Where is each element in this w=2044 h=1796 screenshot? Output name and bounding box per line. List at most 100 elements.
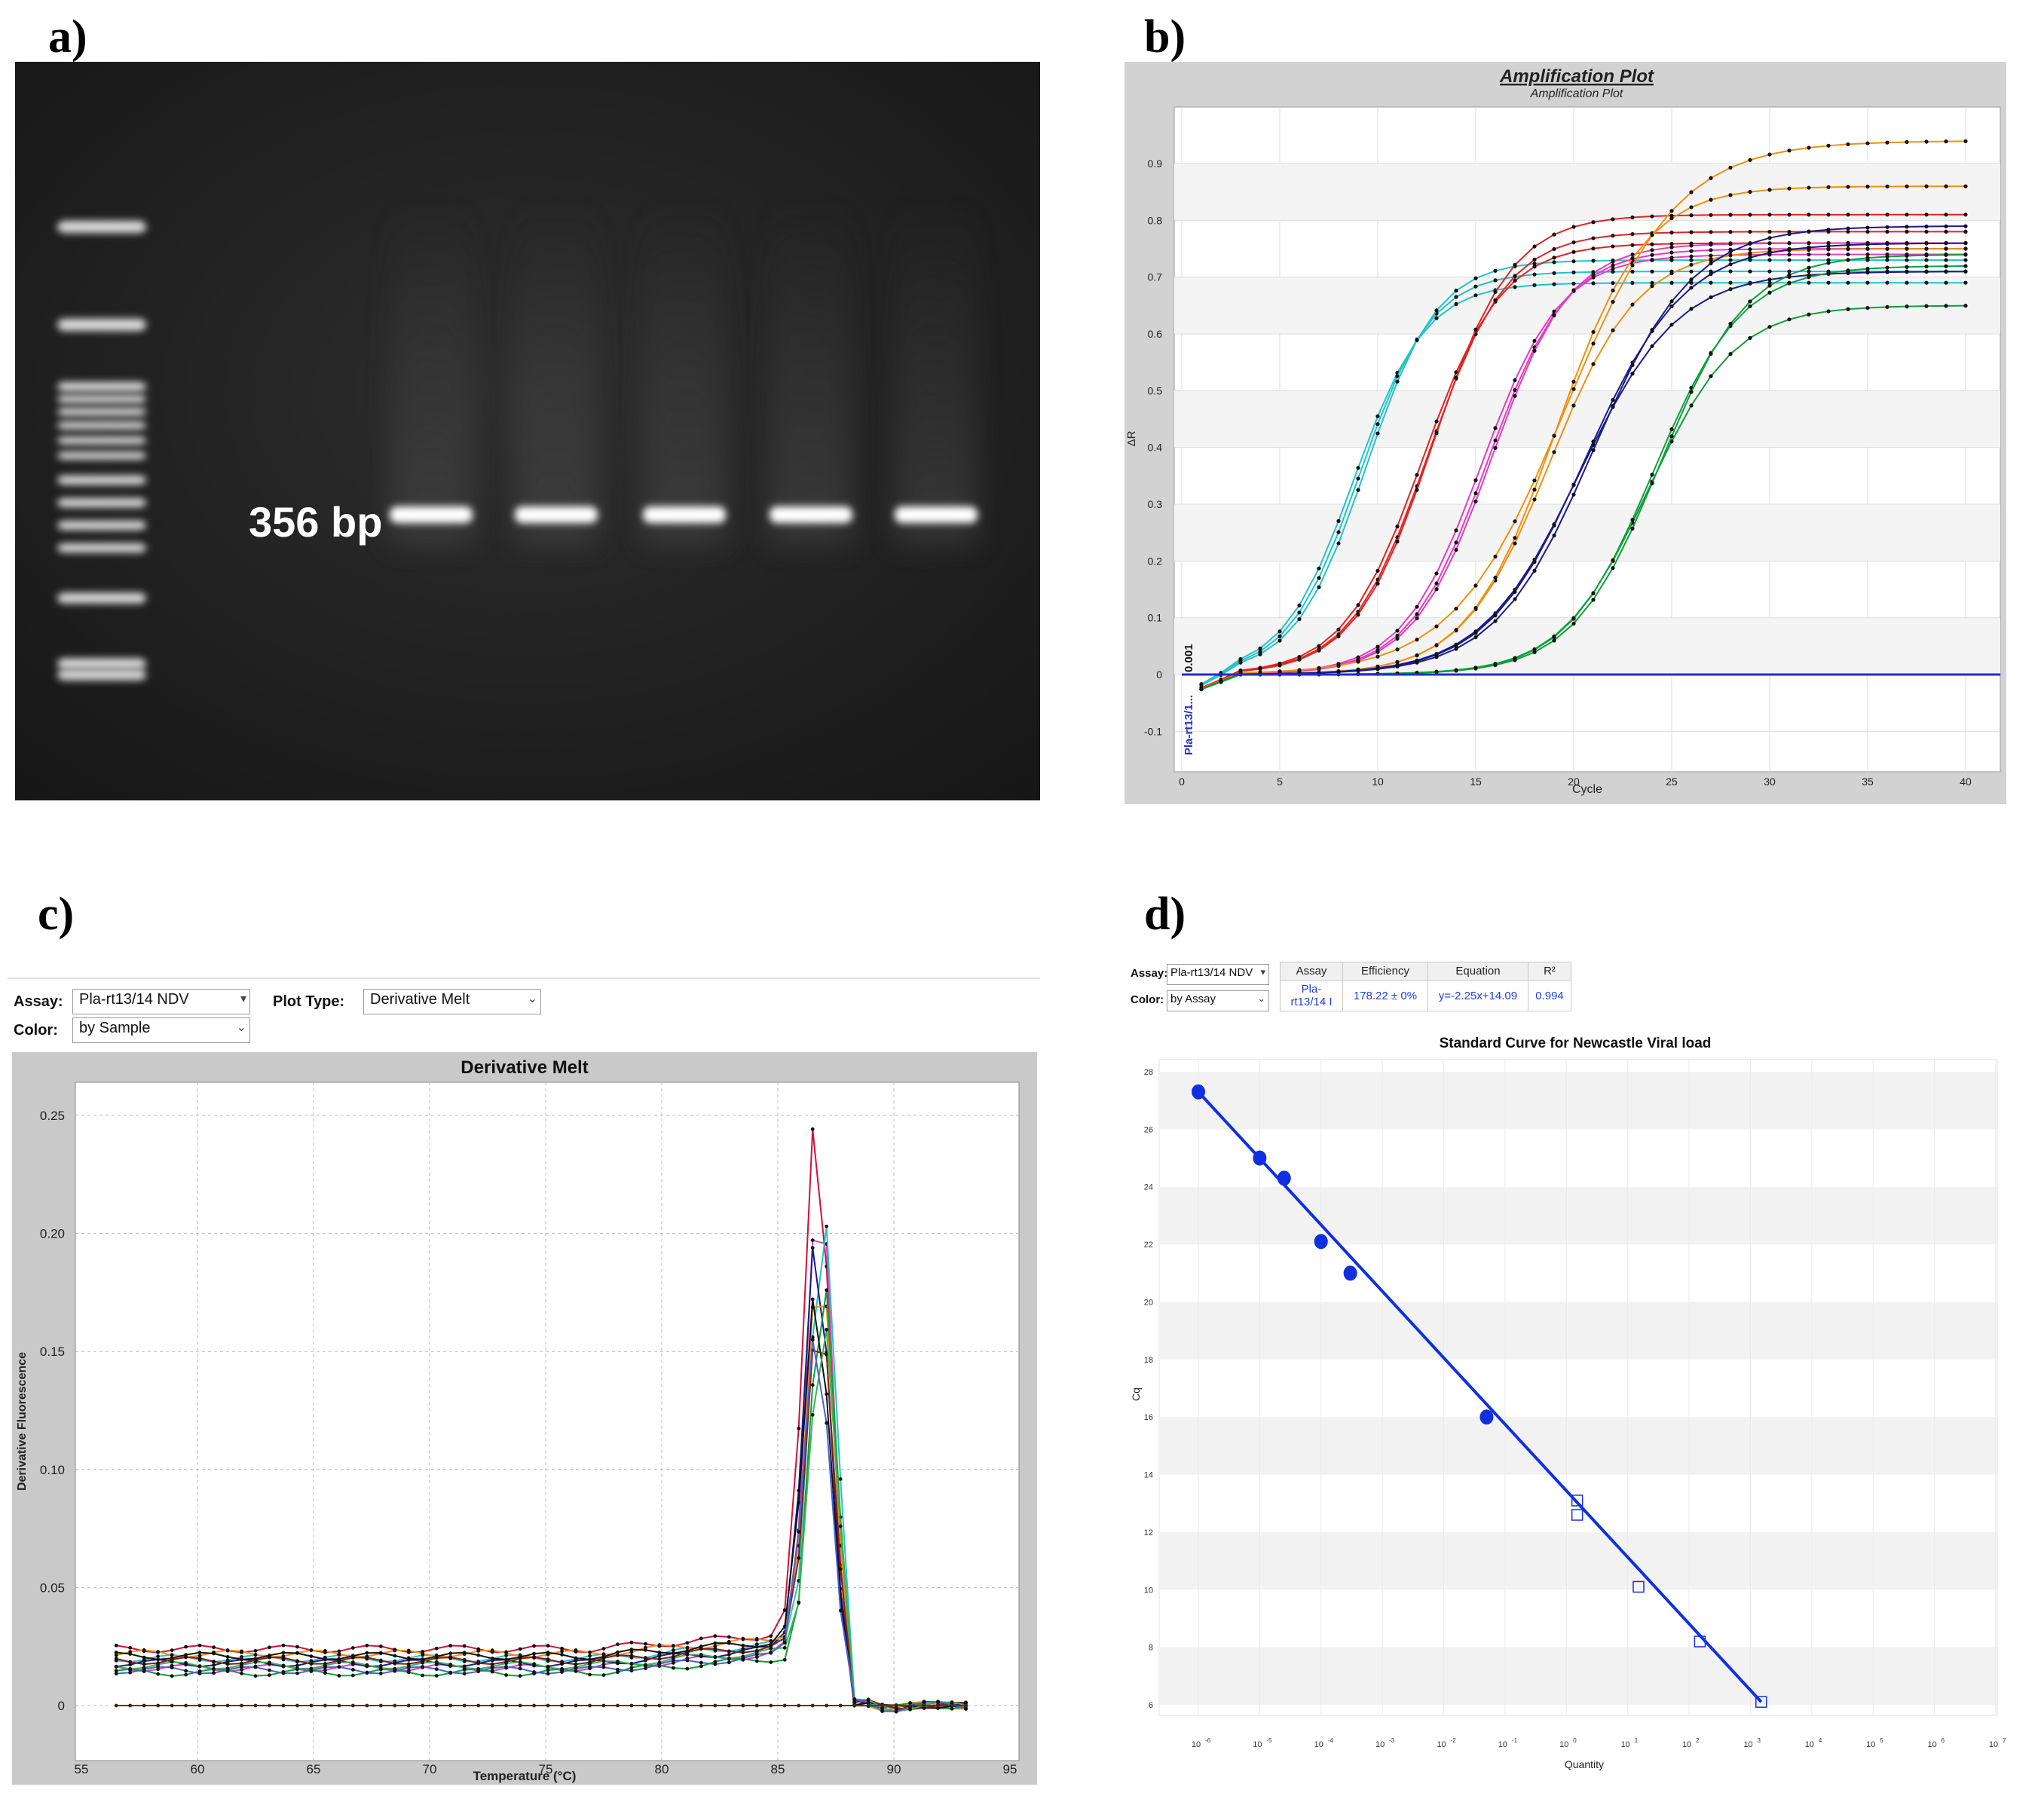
melt-point (212, 1703, 216, 1708)
amp-point (1454, 606, 1458, 611)
melt-color-dropdown[interactable]: by Sample ⌄ (72, 1017, 250, 1043)
amp-point (1336, 530, 1341, 534)
amp-point (1493, 298, 1498, 302)
y-tick-label: 0 (58, 1699, 65, 1713)
amp-point (1473, 276, 1478, 280)
melt-series-line (116, 1290, 966, 1710)
melt-point (323, 1657, 327, 1661)
melt-point (240, 1665, 243, 1669)
amp-point (1787, 281, 1792, 286)
amp-series-line (1201, 259, 1966, 687)
melt-point (365, 1655, 369, 1660)
amp-point (1885, 242, 1889, 246)
std-color-dropdown[interactable]: by Assay ⌄ (1167, 990, 1269, 1011)
amp-point (1728, 165, 1733, 170)
amp-point (1611, 404, 1615, 408)
amp-point (1650, 284, 1654, 289)
gel-ladder (57, 221, 146, 681)
melt-point (365, 1651, 369, 1655)
y-tick-label: 0.3 (1148, 498, 1163, 510)
melt-point (212, 1651, 216, 1656)
standard-point (1277, 1170, 1291, 1186)
std-x-label: Quantity (1565, 1758, 1604, 1770)
melt-point (532, 1703, 536, 1708)
amp-point (1630, 263, 1635, 268)
amp-point (1650, 242, 1654, 246)
amp-point (1885, 225, 1889, 229)
melt-point (727, 1641, 731, 1645)
amp-series-line (1201, 213, 1966, 689)
amp-point (1748, 241, 1752, 246)
amp-point (1611, 234, 1615, 238)
std-assay-dropdown[interactable]: Pla-rt13/14 NDV ▾ (1167, 964, 1269, 985)
melt-point (378, 1666, 383, 1670)
amp-point (1963, 264, 1968, 268)
melt-point (852, 1697, 857, 1702)
sample-band (515, 506, 598, 523)
melt-point (128, 1703, 133, 1708)
amp-point (1689, 269, 1694, 274)
amp-point (1963, 269, 1968, 274)
amp-point (1650, 328, 1654, 332)
x-tick-base: 10 (1498, 1740, 1507, 1749)
melt-point (601, 1673, 606, 1678)
amp-point (1846, 226, 1850, 231)
amp-point (1395, 374, 1400, 378)
amp-point (1493, 662, 1498, 668)
melt-point (810, 1238, 815, 1243)
amp-point (1513, 274, 1517, 278)
std-assay-value: Pla-rt13/14 NDV (1170, 966, 1253, 979)
amp-point (1846, 142, 1850, 147)
melt-point (212, 1666, 216, 1671)
x-tick-label: 95 (1003, 1762, 1017, 1776)
melt-point (616, 1660, 620, 1663)
amp-point (1434, 316, 1439, 320)
table-cell: Pla-rt13/14 I (1280, 980, 1343, 1011)
amp-point (1709, 280, 1713, 285)
melt-point (713, 1662, 718, 1666)
melt-point (699, 1703, 703, 1708)
amp-point (1630, 302, 1635, 307)
melt-point (657, 1651, 662, 1654)
melt-controls-divider (8, 978, 1040, 979)
amp-point (1807, 185, 1811, 190)
amp-point (1826, 261, 1831, 265)
melt-point (490, 1703, 494, 1708)
amp-point (1356, 476, 1360, 481)
amp-point (1807, 275, 1811, 280)
amp-point (1493, 278, 1498, 283)
amp-point (1297, 657, 1302, 662)
grid-band (1174, 277, 2000, 334)
amp-point (1571, 379, 1576, 384)
melt-point (727, 1649, 731, 1654)
amp-point (1689, 280, 1694, 285)
amp-point (1669, 250, 1674, 255)
melt-point (518, 1660, 522, 1664)
amp-point (1885, 184, 1889, 189)
amp-point (1552, 260, 1556, 265)
amp-point (1395, 629, 1400, 633)
amp-point (1807, 245, 1811, 249)
melt-point (253, 1653, 258, 1657)
table-row[interactable]: Pla-rt13/14 I 178.22 ± 0% y=-2.25x+14.09… (1280, 980, 1571, 1011)
amp-point (1375, 667, 1380, 672)
amp-point (1454, 528, 1458, 533)
amp-point (1473, 635, 1478, 640)
amp-point (1317, 576, 1321, 580)
amp-point (1571, 403, 1576, 408)
melt-plot-type-dropdown[interactable]: Derivative Melt ⌄ (363, 989, 541, 1014)
melt-point (769, 1660, 773, 1664)
melt-assay-dropdown[interactable]: Pla-rt13/14 NDV ▾ (72, 989, 250, 1014)
melt-point (644, 1656, 647, 1660)
amp-point (1728, 242, 1733, 246)
x-tick-exponent: 4 (1819, 1737, 1822, 1744)
lane-smear (895, 197, 978, 544)
amp-subtitle: Amplification Plot (1530, 87, 1623, 100)
ladder-band (57, 498, 146, 507)
amp-point (1630, 256, 1635, 261)
melt-point (685, 1666, 690, 1671)
melt-point (434, 1703, 439, 1708)
amp-point (1278, 629, 1282, 634)
amp-point (1513, 541, 1517, 546)
melt-point (184, 1660, 188, 1665)
